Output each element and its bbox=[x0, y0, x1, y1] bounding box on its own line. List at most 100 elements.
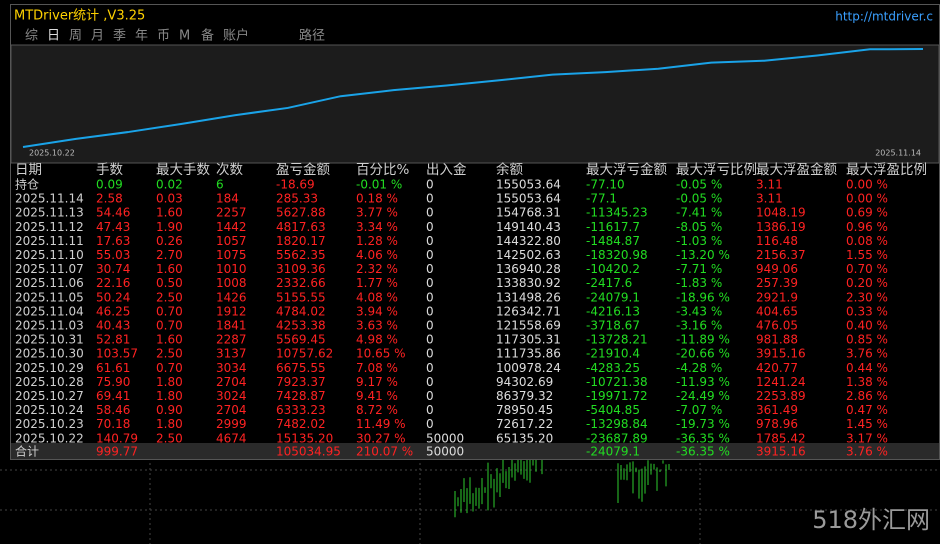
cell: 22.16 bbox=[96, 276, 130, 290]
cell: 0 bbox=[426, 290, 434, 304]
total-cell: 50000 bbox=[426, 445, 464, 459]
cell: 140.79 bbox=[96, 431, 138, 445]
cell: -3718.67 bbox=[586, 319, 640, 333]
cell: 6 bbox=[216, 178, 224, 192]
total-label: 合计 bbox=[15, 444, 39, 459]
cell: -19971.72 bbox=[586, 389, 648, 403]
cell: 2999 bbox=[216, 417, 247, 431]
tab[interactable]: 周 bbox=[69, 29, 82, 44]
row-label: 2025.10.28 bbox=[15, 375, 84, 389]
cell: 0.85 % bbox=[846, 333, 888, 347]
cell: -23687.89 bbox=[586, 431, 648, 445]
cell: 6675.55 bbox=[276, 361, 326, 375]
row-label: 2025.10.27 bbox=[15, 389, 84, 403]
cell: 9.17 % bbox=[356, 375, 398, 389]
cell: 1057 bbox=[216, 234, 247, 248]
cell: 7482.02 bbox=[276, 417, 326, 431]
tab[interactable]: 日 bbox=[47, 29, 60, 44]
cell: 10.65 % bbox=[356, 347, 406, 361]
cell: 61.61 bbox=[96, 361, 130, 375]
cell: 8.72 % bbox=[356, 403, 398, 417]
cell: 2.86 % bbox=[846, 389, 888, 403]
cell: 2287 bbox=[216, 333, 247, 347]
cell: 3.77 % bbox=[356, 206, 398, 220]
x-axis-start: 2025.10.22 bbox=[29, 149, 75, 158]
tab[interactable]: 季 bbox=[113, 29, 126, 44]
cell: -8.05 % bbox=[676, 220, 722, 234]
cell: -7.41 % bbox=[676, 206, 722, 220]
cell: 0.26 bbox=[156, 234, 183, 248]
cell: 1912 bbox=[216, 304, 247, 318]
total-cell: 210.07 % bbox=[356, 445, 413, 459]
cell: 0.70 bbox=[156, 361, 183, 375]
cell: 5155.55 bbox=[276, 290, 326, 304]
equity-chart-bg bbox=[11, 44, 939, 164]
tab[interactable]: 年 bbox=[135, 29, 148, 44]
cell: 2332.66 bbox=[276, 276, 326, 290]
total-cell: 105034.95 bbox=[276, 445, 341, 459]
cell: 0.70 bbox=[156, 304, 183, 318]
cell: 0.20 % bbox=[846, 276, 888, 290]
stats-panel: MTDriver统计 ,V3.25 http://mtdriver.c 2025… bbox=[10, 4, 940, 460]
cell: 7428.87 bbox=[276, 389, 326, 403]
tab[interactable]: 月 bbox=[91, 29, 104, 44]
cell: -0.05 % bbox=[676, 178, 722, 192]
cell: 0 bbox=[426, 333, 434, 347]
cell: -19.73 % bbox=[676, 417, 730, 431]
cell: 1.60 bbox=[156, 206, 183, 220]
column-header: 最大浮盈比例 bbox=[846, 162, 927, 178]
cell: 0 bbox=[426, 276, 434, 290]
cell: 7923.37 bbox=[276, 375, 326, 389]
cell: 3.63 % bbox=[356, 319, 398, 333]
cell: 111735.86 bbox=[496, 347, 561, 361]
cell: 1426 bbox=[216, 290, 247, 304]
cell: -13298.84 bbox=[586, 417, 648, 431]
row-label: 2025.11.07 bbox=[15, 262, 84, 276]
cell: -20.66 % bbox=[676, 347, 730, 361]
row-label: 2025.11.04 bbox=[15, 304, 84, 318]
cell: 72617.22 bbox=[496, 417, 553, 431]
cell: 1.45 % bbox=[846, 417, 888, 431]
total-cell: 3915.16 bbox=[756, 445, 806, 459]
tab[interactable]: 账户 bbox=[223, 28, 249, 44]
cell: 5627.88 bbox=[276, 206, 326, 220]
cell: 4.06 % bbox=[356, 248, 398, 262]
cell: 4253.38 bbox=[276, 319, 326, 333]
cell: 1785.42 bbox=[756, 431, 806, 445]
cell: 117305.31 bbox=[496, 333, 561, 347]
cell: 2156.37 bbox=[756, 248, 806, 262]
column-header: 盈亏金额 bbox=[276, 162, 330, 178]
cell: -1484.87 bbox=[586, 234, 640, 248]
cell: 54.46 bbox=[96, 206, 130, 220]
cell: 404.65 bbox=[756, 304, 798, 318]
cell: 1820.17 bbox=[276, 234, 326, 248]
cell: 1.60 bbox=[156, 333, 183, 347]
tab[interactable]: 路径 bbox=[299, 28, 325, 44]
row-label: 2025.10.29 bbox=[15, 361, 84, 375]
cell: 1.77 % bbox=[356, 276, 398, 290]
row-label: 2025.10.24 bbox=[15, 403, 84, 417]
cell: 2.30 % bbox=[846, 290, 888, 304]
cell: 0.47 % bbox=[846, 403, 888, 417]
cell: 949.06 bbox=[756, 262, 798, 276]
row-label: 2025.10.31 bbox=[15, 333, 84, 347]
cell: 155053.64 bbox=[496, 192, 561, 206]
tab[interactable]: M bbox=[179, 29, 190, 44]
tab[interactable]: 综 bbox=[25, 29, 38, 44]
grid bbox=[0, 458, 940, 544]
cell: 2253.89 bbox=[756, 389, 806, 403]
cell: -10721.38 bbox=[586, 375, 648, 389]
cell: -3.43 % bbox=[676, 304, 722, 318]
cell: -18.69 bbox=[276, 178, 315, 192]
tab[interactable]: 备 bbox=[201, 28, 214, 44]
tab[interactable]: 币 bbox=[157, 29, 170, 44]
cell: -10420.2 bbox=[586, 262, 640, 276]
cell: -77.10 bbox=[586, 178, 625, 192]
cell: 5562.35 bbox=[276, 248, 326, 262]
cell: 257.39 bbox=[756, 276, 798, 290]
cell: 1048.19 bbox=[756, 206, 806, 220]
cell: 0 bbox=[426, 389, 434, 403]
cell: 46.25 bbox=[96, 304, 130, 318]
cell: 1.55 % bbox=[846, 248, 888, 262]
